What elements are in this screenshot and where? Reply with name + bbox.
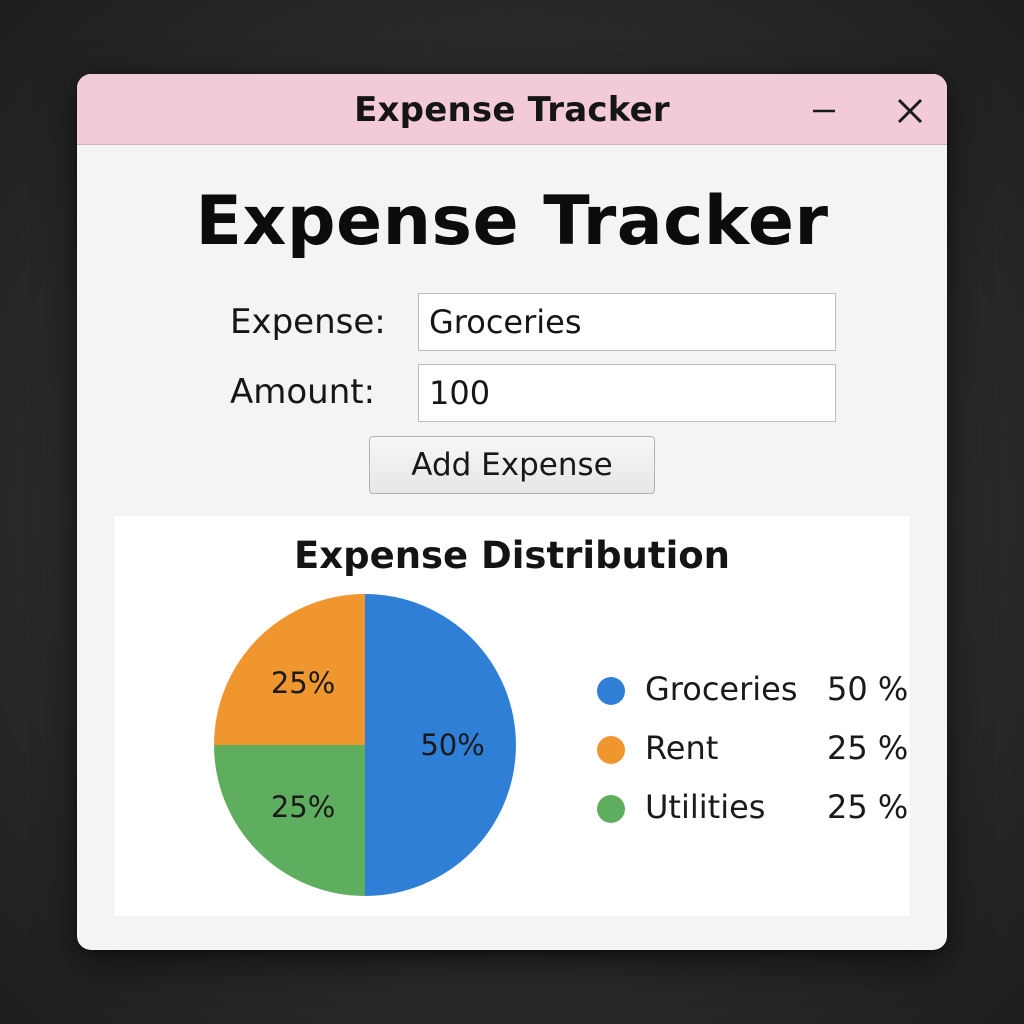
minimize-button[interactable] [802,88,846,132]
legend-value-groceries: 50 % [827,670,909,708]
legend-label-rent: Rent [645,729,719,767]
pie-chart: 50% 25% 25% [214,594,516,896]
title-bar[interactable]: Expense Tracker [77,74,947,145]
pie-slice-rent [214,594,365,745]
add-expense-button[interactable]: Add Expense [369,436,655,494]
legend-label-utilities: Utilities [645,788,766,826]
pie-slice-utilities [214,745,365,896]
pie-label-rent: 25% [271,666,335,700]
legend-value-utilities: 25 % [827,788,909,826]
app-window: Expense Tracker Expense Tracker Expense:… [77,74,947,950]
legend-item-groceries: Groceries 50 % [589,668,909,727]
expense-input[interactable] [418,293,836,351]
legend-swatch-utilities [597,795,625,823]
chart-title: Expense Distribution [293,534,731,577]
pie-slice-groceries [365,594,516,896]
minimize-icon [813,109,835,113]
legend-swatch-groceries [597,677,625,705]
legend-swatch-rent [597,736,625,764]
legend-item-rent: Rent 25 % [589,727,909,786]
expense-label: Expense: [230,302,386,342]
chart-panel: Expense Distribution 50% 25% 25% Groceries… [114,516,910,916]
chart-legend: Groceries 50 % Rent 25 % Utilities 25 % [589,668,909,845]
page-title: Expense Tracker [195,182,829,261]
pie-label-groceries: 50% [420,728,484,762]
legend-item-utilities: Utilities 25 % [589,786,909,845]
pie-label-utilities: 25% [271,790,335,824]
amount-input[interactable] [418,364,836,422]
window-title: Expense Tracker [354,90,670,130]
legend-label-groceries: Groceries [645,670,798,708]
amount-label: Amount: [230,372,376,412]
close-button[interactable] [888,88,932,132]
close-icon [897,98,923,124]
legend-value-rent: 25 % [827,729,909,767]
